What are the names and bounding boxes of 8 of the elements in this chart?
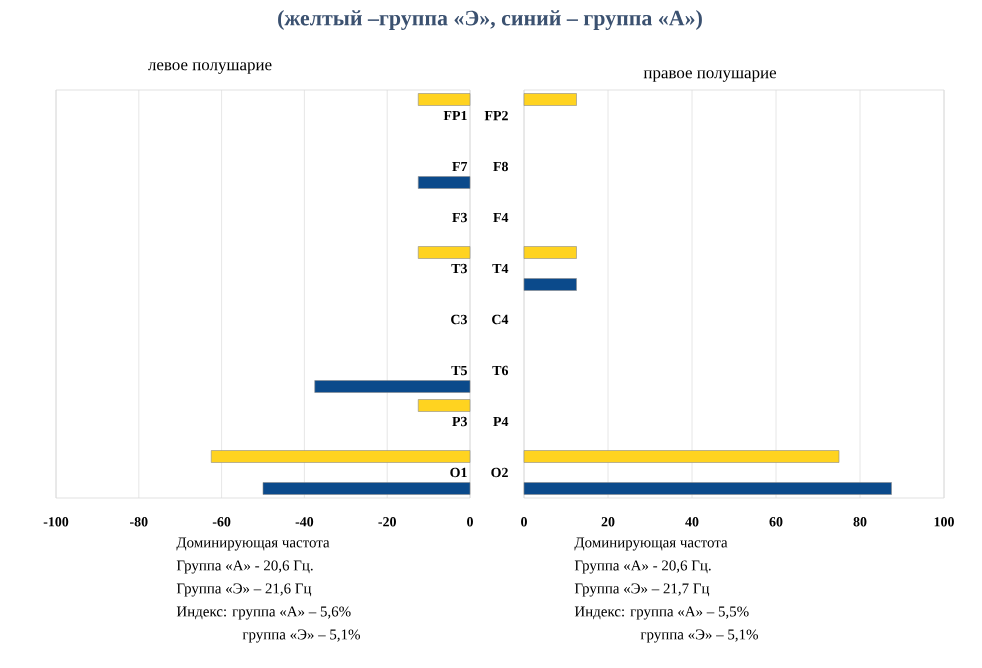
chart-title: (желтый –группа «Э», синий – группа «А»): [278, 10, 702, 30]
bar: [523, 278, 577, 291]
bar: [523, 93, 577, 106]
bar: [523, 246, 577, 259]
bar: [523, 450, 840, 463]
chart-subtitle: левое полушарие: [148, 62, 272, 74]
chart-title: правое полушарие: [643, 70, 777, 82]
bar: [523, 482, 892, 495]
